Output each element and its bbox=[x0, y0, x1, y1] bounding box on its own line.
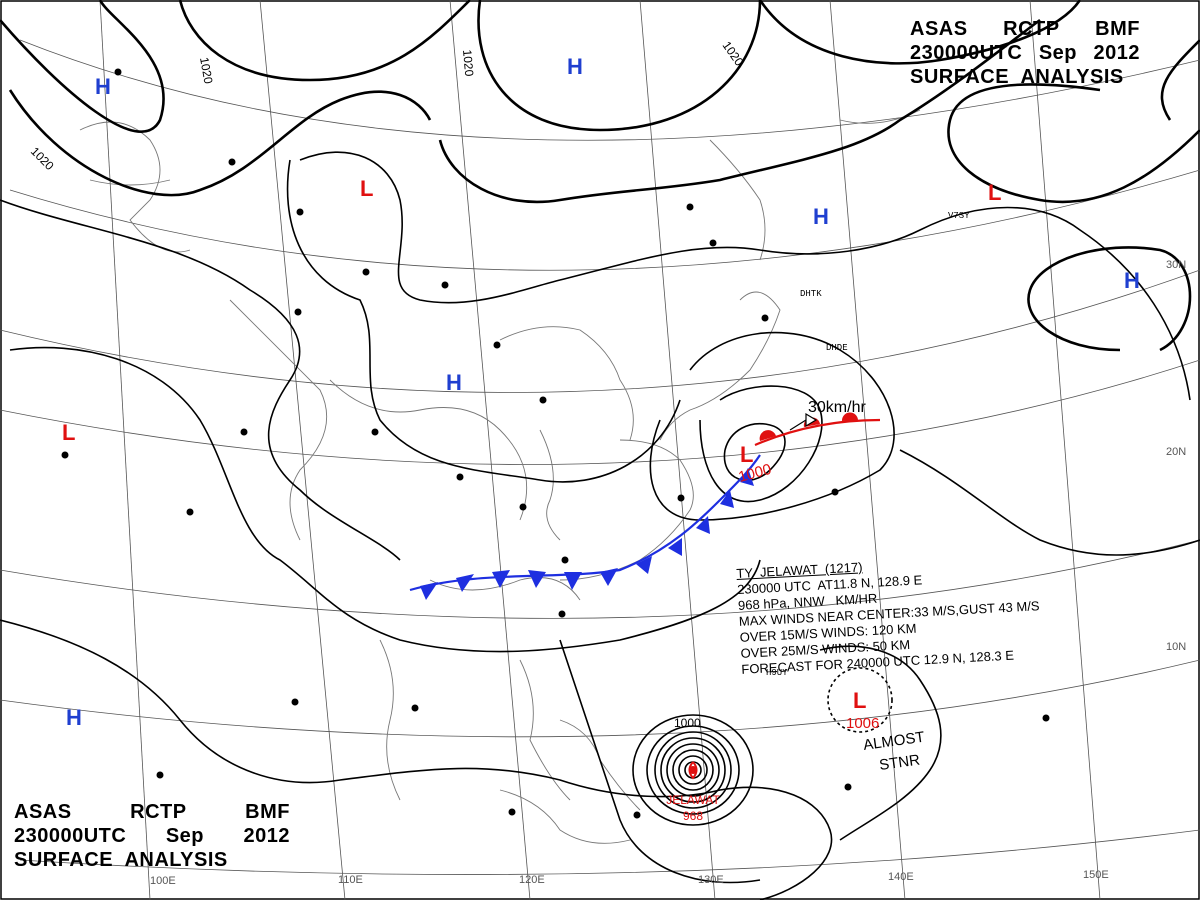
station-code: H9UY bbox=[766, 668, 788, 678]
low-motion-speed: 30km/hr bbox=[808, 399, 866, 416]
header-station: RCTP bbox=[130, 801, 187, 823]
typhoon-pressure: 968 bbox=[683, 809, 703, 823]
chart-header-top: ASAS RCTP BMF 230000UTC Sep 2012 SURFACE… bbox=[910, 17, 1140, 89]
high-pressure-center: H bbox=[95, 74, 111, 99]
low-pressure-center: L bbox=[988, 180, 1001, 205]
header-time: 230000UTC bbox=[910, 42, 1023, 64]
low-pressure-center: L bbox=[360, 176, 373, 201]
station-code: V7SY bbox=[948, 211, 970, 221]
low-pressure-center: L bbox=[62, 420, 75, 445]
latitude-label: 10N bbox=[1166, 641, 1186, 653]
motion-arrow-icon bbox=[805, 412, 818, 428]
isobar-label: 1000 bbox=[674, 716, 701, 730]
longitude-label: 150E bbox=[1083, 869, 1109, 881]
isobar-label: 1020 bbox=[197, 56, 215, 85]
header-time: 230000UTC bbox=[14, 825, 127, 847]
latitude-label: 20N bbox=[1166, 446, 1186, 458]
longitude-label: 120E bbox=[519, 874, 545, 886]
header-month: Sep bbox=[165, 825, 205, 847]
station-markers bbox=[61, 68, 1050, 819]
header-year: 2012 bbox=[1093, 42, 1140, 64]
cold-front bbox=[409, 454, 761, 600]
header-product: BMF bbox=[245, 801, 290, 823]
header-station: RCTP bbox=[1003, 18, 1060, 40]
station-code: DHDE bbox=[826, 343, 848, 353]
header-product: BMF bbox=[1095, 18, 1140, 40]
isobar-label: 1020 bbox=[460, 49, 476, 77]
typhoon-symbol bbox=[688, 761, 698, 780]
longitude-label: 130E bbox=[698, 874, 724, 886]
header-agency: ASAS bbox=[910, 18, 968, 40]
low-pressure-center: L bbox=[740, 442, 753, 467]
header-month: Sep bbox=[1038, 42, 1078, 64]
typhoon-info-block: TY JELAWAT (1217) 230000 UTC AT11.8 N, 1… bbox=[736, 550, 1042, 678]
longitude-label: 110E bbox=[338, 874, 363, 886]
high-pressure-center: H bbox=[567, 54, 583, 79]
high-pressure-center: H bbox=[813, 204, 829, 229]
header-year: 2012 bbox=[243, 825, 290, 847]
chart-header-bottom: ASAS RCTP BMF 230000UTC Sep 2012 SURFACE… bbox=[14, 800, 290, 872]
header-agency: ASAS bbox=[14, 801, 72, 823]
typhoon-isobars bbox=[632, 714, 754, 826]
longitude-label: 140E bbox=[888, 871, 914, 883]
low-pressure-value: 1006 bbox=[846, 715, 879, 732]
longitude-label: 100E bbox=[150, 875, 176, 887]
warm-front bbox=[754, 412, 881, 447]
typhoon-name: JELAWAT bbox=[666, 793, 720, 807]
low-pressure-center: L bbox=[853, 688, 866, 713]
latitude-label: 30N bbox=[1166, 259, 1186, 271]
stationary-note: STNR bbox=[878, 751, 921, 774]
station-code: DHTK bbox=[800, 289, 822, 299]
header-title: SURFACE ANALYSIS bbox=[14, 849, 228, 871]
dashed-low-isobar bbox=[827, 667, 893, 733]
high-pressure-center: H bbox=[446, 370, 462, 395]
high-pressure-center: H bbox=[1124, 268, 1140, 293]
header-title: SURFACE ANALYSIS bbox=[910, 66, 1124, 88]
high-pressure-center: H bbox=[66, 705, 82, 730]
